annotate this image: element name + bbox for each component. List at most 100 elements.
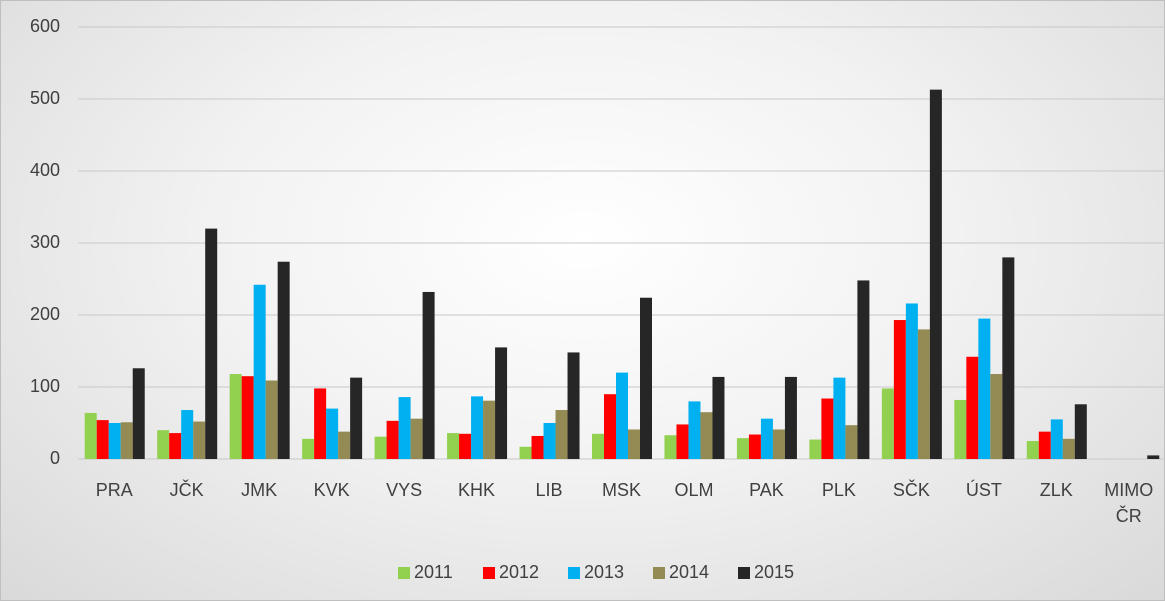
bar <box>628 429 640 459</box>
bar <box>1050 419 1063 459</box>
bar <box>736 438 749 459</box>
bar <box>447 433 460 459</box>
x-tick-label: KVK <box>313 480 350 500</box>
bar <box>229 374 242 459</box>
bar <box>700 412 713 459</box>
legend-label: 2012 <box>499 562 539 582</box>
x-tick-label: PLK <box>821 480 856 500</box>
bar <box>132 368 145 459</box>
x-tick-label: MSK <box>601 480 641 500</box>
legend-label: 2014 <box>669 562 709 582</box>
legend-label: 2013 <box>584 562 624 582</box>
x-tick-label: LIB <box>535 480 563 500</box>
bar <box>410 418 423 459</box>
bar <box>495 347 508 459</box>
bar <box>350 377 363 459</box>
bar <box>990 374 1003 459</box>
x-tick-label: PAK <box>749 480 784 500</box>
bar <box>1062 438 1075 459</box>
bar <box>592 433 604 459</box>
bar <box>157 430 170 459</box>
x-tick-label: ZLK <box>1039 480 1073 500</box>
bar <box>314 388 327 459</box>
bar <box>881 388 894 459</box>
legend-swatch <box>568 567 580 579</box>
x-tick-label: PRA <box>95 480 133 500</box>
x-tick-label: JMK <box>241 480 278 500</box>
legend-swatch <box>398 567 410 579</box>
bar <box>978 318 991 459</box>
bar <box>374 436 387 459</box>
bar <box>483 400 496 459</box>
legend-label: 2011 <box>414 562 453 582</box>
bar <box>604 394 616 459</box>
bar <box>1026 441 1039 459</box>
bar <box>120 422 133 459</box>
bar <box>265 380 278 459</box>
bar <box>833 377 846 459</box>
bar <box>821 398 834 459</box>
bar <box>519 446 532 459</box>
x-tick-label: OLM <box>674 480 714 500</box>
bar <box>845 425 858 459</box>
bar <box>96 420 109 459</box>
bar <box>784 376 797 459</box>
y-tick-label: 500 <box>30 88 60 108</box>
y-tick-label: 200 <box>30 304 60 324</box>
bar <box>1038 431 1051 459</box>
y-tick-label: 400 <box>30 160 60 180</box>
bar <box>748 434 761 459</box>
bar <box>193 421 206 459</box>
bar <box>422 291 435 459</box>
y-tick-label: 600 <box>30 16 60 36</box>
bar <box>664 435 677 459</box>
legend-swatch <box>483 567 495 579</box>
legend-swatch <box>653 567 665 579</box>
bar <box>676 424 689 459</box>
bar <box>169 433 182 459</box>
legend-label: 2015 <box>754 562 794 582</box>
bar <box>531 435 544 459</box>
x-tick-label: VYS <box>386 480 423 500</box>
bar <box>205 228 218 459</box>
x-tick-label: MIMO ČR <box>1104 480 1154 526</box>
legend-swatch <box>738 567 750 579</box>
bar <box>954 399 967 459</box>
bar <box>929 89 942 459</box>
bar <box>567 352 580 459</box>
y-tick-label: 0 <box>50 448 60 468</box>
y-tick-label: 300 <box>30 232 60 252</box>
bar <box>302 438 315 459</box>
bar <box>241 376 254 459</box>
bar <box>326 408 339 459</box>
bar <box>712 376 725 459</box>
bar <box>1074 404 1087 459</box>
bar <box>760 418 773 459</box>
bar <box>917 329 930 459</box>
x-tick-label: SČK <box>892 480 930 500</box>
bar <box>253 284 266 459</box>
bar <box>555 410 568 459</box>
bar <box>809 439 822 459</box>
bar <box>398 397 411 459</box>
bar <box>616 372 628 459</box>
x-tick-label: KHK <box>458 480 496 500</box>
y-tick-label: 100 <box>30 376 60 396</box>
bar <box>543 423 556 459</box>
bar <box>84 412 97 459</box>
x-tick-label: ÚST <box>965 480 1002 500</box>
bar <box>857 280 870 459</box>
bar <box>640 297 652 459</box>
bar <box>277 261 290 459</box>
x-tick-label: JČK <box>169 480 204 500</box>
bar <box>688 401 701 459</box>
bar <box>905 303 918 459</box>
bar <box>181 410 194 459</box>
bar <box>966 356 979 459</box>
bar <box>108 423 121 459</box>
bar <box>1147 455 1160 459</box>
bar <box>893 320 906 459</box>
